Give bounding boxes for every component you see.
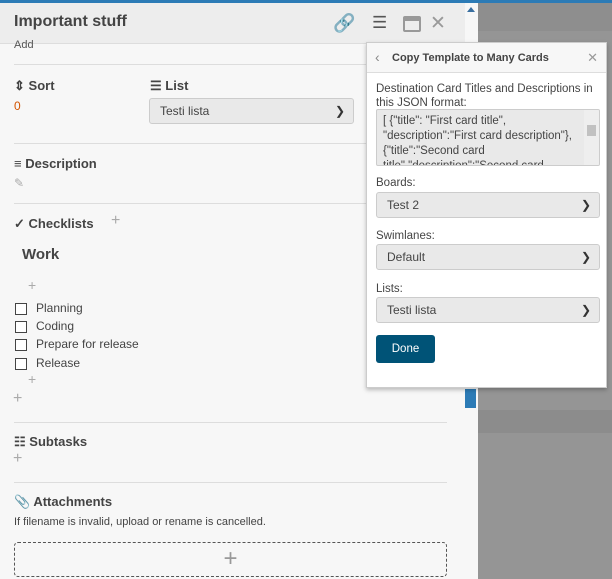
chevron-down-icon: ❯ (580, 250, 591, 264)
lists-select-value: Testi lista (387, 303, 437, 317)
list-select-value: Testi lista (160, 104, 210, 118)
swimlanes-select[interactable]: Default ❯ (376, 244, 600, 270)
chevron-down-icon: ❯ (580, 303, 591, 317)
paperclip-icon: 📎 (14, 494, 31, 509)
boards-select[interactable]: Test 2 ❯ (376, 192, 600, 218)
edit-description-icon[interactable]: ✎ (14, 176, 25, 190)
divider (14, 64, 447, 65)
checklist-checkbox[interactable] (15, 303, 27, 315)
top-accent-bar (0, 0, 612, 3)
checklist-checkbox[interactable] (15, 339, 27, 351)
checklist-item[interactable]: Planning (36, 301, 83, 315)
add-checklist-bottom-plus-icon[interactable]: + (13, 390, 23, 407)
attachments-note: If filename is invalid, upload or rename… (14, 516, 266, 528)
checkmark-icon: ✓ (14, 216, 25, 231)
divider (14, 482, 447, 483)
description-label: Description (25, 156, 97, 171)
list-label: List (165, 78, 189, 93)
attachments-label: Attachments (33, 494, 113, 509)
divider (14, 203, 447, 204)
maximize-icon[interactable] (403, 16, 421, 32)
popup-close-icon[interactable]: ✕ (587, 50, 598, 65)
boards-select-value: Test 2 (387, 198, 420, 212)
done-button[interactable]: Done (376, 335, 435, 363)
back-chevron-icon[interactable]: ‹ (375, 49, 380, 65)
lists-select[interactable]: Testi lista ❯ (376, 297, 600, 323)
sort-icon: ⇕ (14, 78, 25, 93)
copy-template-popup: ‹ Copy Template to Many Cards ✕ Destinat… (366, 42, 607, 388)
board-swimlane-band (478, 410, 612, 433)
sort-value[interactable]: 0 (14, 99, 21, 113)
chevron-down-icon: ❯ (580, 198, 591, 212)
json-textarea-value: [ {"title": "First card title", "descrip… (383, 115, 572, 166)
link-icon[interactable]: 🔗 (333, 13, 356, 33)
popup-header: ‹ Copy Template to Many Cards ✕ (367, 43, 606, 73)
swimlanes-select-value: Default (387, 250, 426, 264)
subtasks-label: Subtasks (29, 434, 88, 449)
attachments-heading: 📎 Attachments (14, 494, 112, 510)
board-header-strip (478, 3, 612, 31)
sort-label: Sort (28, 78, 55, 93)
checklist-checkbox[interactable] (15, 358, 27, 370)
subtasks-heading: ☷ Subtasks (14, 434, 87, 450)
card-header: Important stuff 🔗 ☰ ✕ (0, 3, 465, 44)
plus-icon: + (223, 545, 238, 572)
close-icon[interactable]: ✕ (430, 13, 446, 34)
popup-title: Copy Template to Many Cards (392, 52, 549, 64)
divider (14, 143, 447, 144)
checklist-item[interactable]: Coding (36, 319, 75, 333)
add-item-top-plus-icon[interactable]: + (28, 277, 37, 293)
add-checklist-plus-icon[interactable]: + (111, 212, 121, 229)
scroll-up-arrow-icon[interactable] (467, 7, 475, 12)
add-attachment-button[interactable]: + (14, 542, 447, 577)
checklist-item[interactable]: Prepare for release (36, 337, 139, 351)
checklists-heading: ✓ Checklists (14, 216, 94, 232)
scrollbar-thumb[interactable] (465, 389, 476, 408)
json-textarea[interactable]: [ {"title": "First card title", "descrip… (376, 109, 600, 166)
add-label[interactable]: Add (14, 39, 34, 51)
list-heading: ☰ List (150, 78, 188, 94)
boards-label: Boards: (376, 177, 416, 189)
list-icon: ☰ (150, 78, 162, 93)
lists-label: Lists: (376, 283, 403, 295)
checklists-label: Checklists (28, 216, 94, 231)
add-subtask-plus-icon[interactable]: + (13, 450, 23, 467)
checklist-item[interactable]: Release (36, 356, 81, 370)
divider (14, 422, 447, 423)
json-label: Destination Card Titles and Descriptions… (376, 83, 593, 109)
subtasks-icon: ☷ (14, 434, 26, 449)
sort-heading: ⇕ Sort (14, 78, 55, 94)
card-title[interactable]: Important stuff (14, 13, 127, 30)
hamburger-menu-icon[interactable]: ☰ (372, 13, 388, 32)
checklist-checkbox[interactable] (15, 321, 27, 333)
chevron-down-icon: ❯ (334, 104, 345, 118)
list-select[interactable]: Testi lista ❯ (149, 98, 354, 124)
description-icon: ≡ (14, 156, 22, 171)
swimlanes-label: Swimlanes: (376, 230, 435, 242)
description-heading: ≡ Description (14, 156, 97, 171)
add-item-plus-icon[interactable]: + (28, 371, 37, 387)
textarea-scrollbar[interactable] (584, 110, 599, 165)
checklist-title[interactable]: Work (22, 246, 60, 263)
